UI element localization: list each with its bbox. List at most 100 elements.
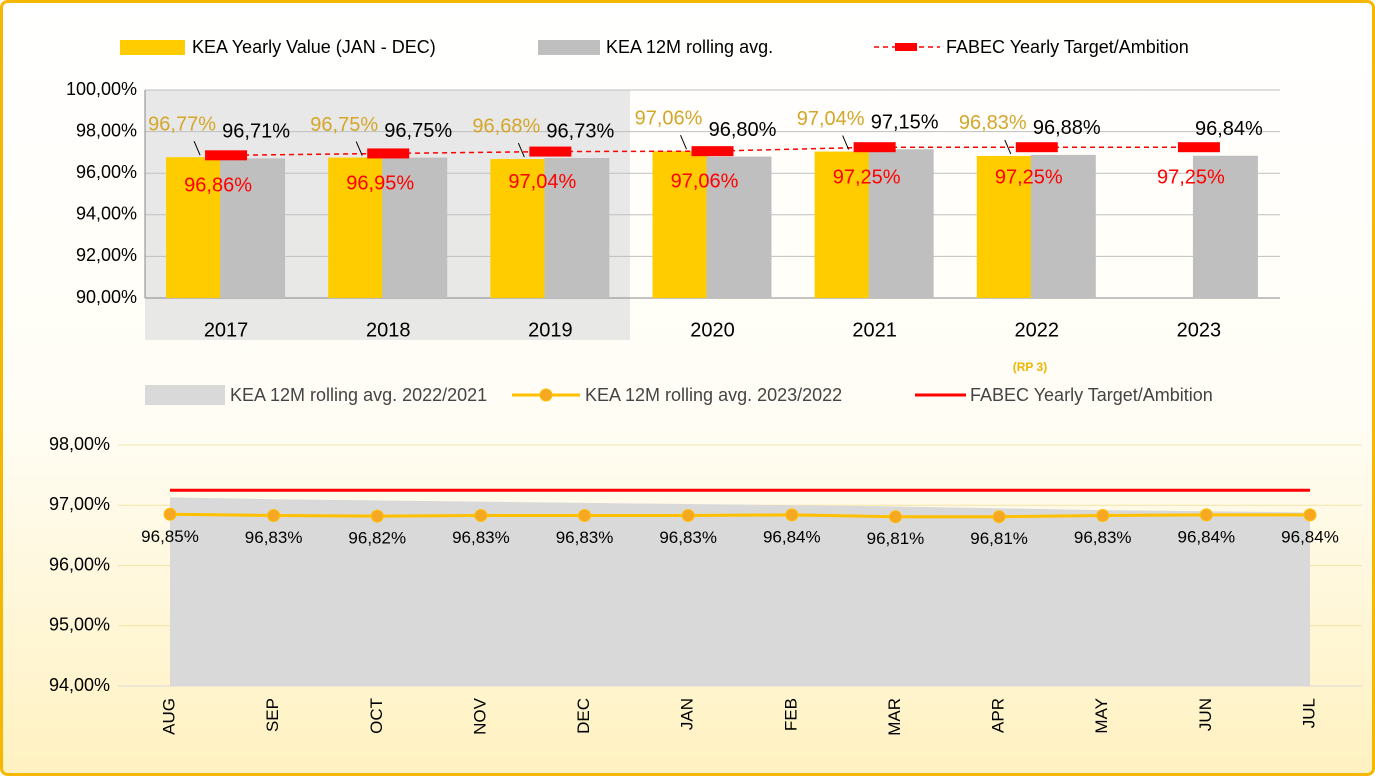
marker [1303, 508, 1317, 522]
bar [220, 158, 286, 298]
x-tick-label: 2021 [852, 319, 897, 341]
marker [1199, 508, 1213, 522]
value-label: 96,83% [1074, 528, 1132, 547]
x-tick-label: 2023 [1177, 319, 1222, 341]
target-marker [1177, 142, 1220, 153]
x-tick-label: 2019 [528, 319, 573, 341]
area [170, 497, 1310, 686]
target-label: 97,06% [671, 170, 739, 192]
value-label: 96,77% [148, 113, 216, 135]
legend-label: FABEC Yearly Target/Ambition [970, 385, 1213, 405]
value-label: 96,71% [222, 121, 290, 143]
x-tick-label: OCT [367, 698, 386, 734]
value-label: 96,83% [245, 528, 303, 547]
value-label: 96,85% [141, 527, 199, 546]
leader-line [842, 135, 850, 150]
marker [992, 510, 1006, 524]
legend-label: KEA 12M rolling avg. 2022/2021 [230, 385, 487, 405]
line [169, 512, 1310, 519]
bar [814, 151, 871, 298]
leader-line [680, 134, 687, 150]
y-tick-label: 95,00% [49, 615, 110, 635]
marker [1096, 508, 1110, 522]
bar [490, 159, 547, 298]
marker [267, 508, 281, 522]
x-tick-label: APR [989, 698, 1008, 733]
legend-swatch [145, 385, 225, 405]
value-label: 96,84% [1195, 118, 1263, 140]
leader-line [355, 141, 363, 156]
value-label: 97,04% [797, 108, 865, 130]
bar [328, 157, 385, 298]
value-label: 96,75% [384, 120, 452, 142]
value-label: 96,83% [959, 112, 1027, 134]
value-label: 97,06% [635, 107, 703, 129]
target-marker [367, 148, 410, 159]
legend-label: KEA 12M rolling avg. 2023/2022 [585, 385, 842, 405]
bar [166, 157, 223, 298]
marker [163, 507, 177, 521]
target-marker [529, 146, 572, 157]
value-label: 96,83% [659, 528, 717, 547]
y-tick-label: 96,00% [76, 162, 137, 182]
leader-line [517, 142, 525, 158]
bar [652, 151, 709, 298]
marker [474, 508, 488, 522]
y-tick-label: 94,00% [76, 204, 137, 224]
annotation: (RP 3) [1013, 360, 1047, 374]
bar [1030, 154, 1096, 298]
x-tick-label: MAR [885, 698, 904, 736]
y-tick-label: 98,00% [76, 120, 137, 140]
target-label: 96,86% [184, 175, 252, 197]
value-label: 96,88% [1033, 117, 1101, 139]
y-tick-label: 92,00% [76, 245, 137, 265]
marker [785, 508, 799, 522]
x-tick-label: MAY [1092, 698, 1111, 734]
x-tick-label: NOV [470, 697, 489, 735]
legend-label: KEA 12M rolling avg. [606, 37, 773, 57]
value-label: 96,73% [546, 120, 614, 142]
x-tick-label: DEC [574, 698, 593, 734]
y-tick-label: 100,00% [66, 79, 137, 99]
value-label: 96,75% [310, 114, 378, 136]
marker [578, 508, 592, 522]
legend-label: KEA Yearly Value (JAN - DEC) [192, 37, 436, 57]
target-label: 97,25% [995, 166, 1063, 188]
y-tick-label: 97,00% [49, 494, 110, 514]
x-tick-label: AUG [159, 698, 178, 735]
value-label: 96,84% [763, 527, 821, 546]
value-label: 96,82% [348, 529, 406, 548]
target-label: 97,25% [1157, 166, 1225, 188]
value-label: 97,15% [871, 112, 939, 134]
x-tick-label: SEP [263, 698, 282, 732]
legend-swatch [539, 388, 553, 402]
bar [976, 155, 1033, 298]
x-tick-label: JUN [1196, 698, 1215, 731]
value-label: 96,81% [970, 529, 1028, 548]
x-tick-label: JUL [1299, 698, 1318, 728]
y-tick-label: 94,00% [49, 675, 110, 695]
target-marker [691, 146, 734, 157]
target-label: 97,25% [833, 166, 901, 188]
bar [868, 149, 934, 298]
bar [1192, 155, 1258, 298]
legend-swatch [120, 40, 185, 55]
value-label: 96,68% [472, 115, 540, 137]
target-label: 97,04% [508, 171, 576, 193]
x-tick-label: 2022 [1015, 319, 1060, 341]
y-tick-label: 98,00% [49, 434, 110, 454]
bar [382, 157, 448, 298]
target-marker [1015, 142, 1058, 153]
legend-swatch [895, 43, 917, 51]
x-tick-label: 2017 [204, 319, 249, 341]
x-tick-label: FEB [781, 698, 800, 731]
legend-swatch [538, 40, 600, 55]
bar [544, 158, 610, 298]
legend-label: FABEC Yearly Target/Ambition [946, 37, 1189, 57]
leader-line [1004, 139, 1012, 155]
leader-line [193, 140, 201, 156]
target-marker [205, 150, 248, 161]
marker [681, 508, 695, 522]
x-tick-label: JAN [678, 698, 697, 730]
